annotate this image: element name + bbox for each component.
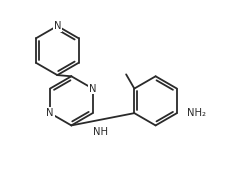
Text: NH: NH: [93, 127, 108, 138]
Text: N: N: [54, 21, 61, 31]
Text: NH₂: NH₂: [187, 108, 206, 118]
Text: N: N: [46, 108, 54, 118]
Text: N: N: [89, 84, 96, 93]
